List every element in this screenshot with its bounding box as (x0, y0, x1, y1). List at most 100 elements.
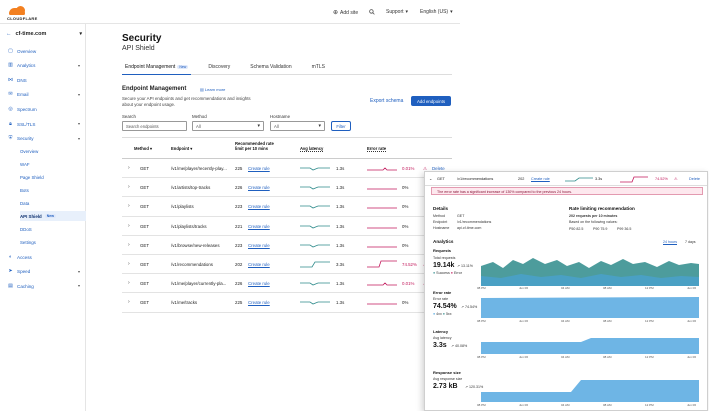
table-row[interactable]: › GET/v1/browse/new-releases 223 Create rul… (122, 236, 452, 255)
sidebar-sub-label: DDoS (20, 226, 32, 232)
chevron-right-icon[interactable]: › (128, 165, 130, 171)
domain-switcher[interactable]: ← cf-time.com ▾ (6, 29, 82, 39)
tab-mtls[interactable]: mTLS (311, 64, 325, 70)
chevron-right-icon[interactable]: › (128, 260, 130, 267)
chevron-right-icon[interactable]: › (128, 241, 130, 248)
export-schema-link[interactable]: Export schema (370, 98, 404, 104)
error-sparkline (367, 260, 397, 268)
sidebar-sub-api-shield[interactable]: API Shield New (20, 211, 86, 222)
create-rule-link[interactable]: Create rule (248, 281, 270, 287)
create-rule-link[interactable]: Create rule (248, 223, 270, 229)
detail-rate: 202 (518, 177, 525, 181)
endpoint-value: /v1/recommendations (457, 220, 492, 224)
create-rule-link[interactable]: Create rule (248, 242, 270, 248)
table-row[interactable]: › GET/v1/me/tracks 225 Create rule 1.3s 0% (122, 293, 452, 313)
sidebar-sub-bots[interactable]: Bots (20, 185, 86, 195)
table-row[interactable]: › GET/v1/me/player/recently-play... 225 Cre… (122, 159, 452, 179)
latency-sparkline (300, 205, 330, 209)
x-tick-label: 12 PM (645, 403, 654, 407)
sidebar-sub-page-shield[interactable]: Page Shield (20, 172, 86, 182)
x-tick-label: 08 AM (603, 403, 612, 407)
latency-value: 3.3s (433, 342, 447, 349)
page-title: Security (122, 33, 162, 44)
row-endpoint: /v1/playlists (171, 204, 194, 210)
chevron-right-icon[interactable]: › (128, 280, 130, 287)
sidebar-item-speed[interactable]: ➤ Speed ▾ (8, 267, 84, 277)
sidebar-item-analytics[interactable]: ▥ Analytics ▾ (8, 61, 84, 71)
language-menu[interactable]: English (US) ▾ (420, 9, 453, 15)
learn-more-link[interactable]: ▤ Learn more (200, 87, 226, 92)
p99-value: P99 36.5 (617, 227, 632, 231)
row-latency: 1.3s (336, 242, 345, 248)
table-row[interactable]: › GET/v1/playlists/tracks 221 Create rule 1.… (122, 217, 452, 236)
sidebar-sub-settings[interactable]: Settings (20, 237, 86, 247)
chevron-right-icon[interactable]: › (128, 299, 130, 306)
chevron-right-icon[interactable]: › (128, 203, 130, 210)
chevron-right-icon[interactable]: › (128, 184, 130, 191)
tab-discovery[interactable]: Discovery (208, 64, 231, 70)
row-rate: 225 (235, 300, 243, 306)
table-row[interactable]: › GET/v1/recommendations 202 Create rule 3.3… (122, 255, 452, 275)
row-rate: 225 (235, 166, 243, 171)
search-icon[interactable] (369, 9, 375, 15)
method-select[interactable]: All ▾ (192, 121, 264, 131)
table-row[interactable]: › GET/v1/me/player/currently-pla... 226 Cre… (122, 274, 452, 294)
sidebar-item-label: Overview (17, 48, 37, 54)
sidebar-item-access[interactable]: ◐ Access (8, 252, 84, 262)
tab-endpoint-management[interactable]: Endpoint Management New (122, 61, 192, 75)
header-method[interactable]: Method ▾ (134, 146, 153, 151)
sidebar-item-spectrum[interactable]: ◎ Spectrum (8, 104, 84, 114)
chevron-right-icon[interactable]: › (128, 222, 130, 229)
sidebar-sub-waf[interactable]: WAF (20, 159, 86, 169)
range-7d-link[interactable]: 7 days (685, 240, 696, 244)
sidebar-item-label: DNS (17, 77, 27, 83)
create-rule-link[interactable]: Create rule (248, 185, 270, 191)
p90-value: P90 75.9 (593, 227, 608, 231)
sidebar-sub-overview[interactable]: Overview (20, 146, 86, 156)
create-rule-link[interactable]: Create rule (531, 177, 550, 181)
sidebar-sub-ddos[interactable]: DDoS (20, 224, 86, 234)
delete-link[interactable]: Delete (689, 177, 700, 181)
total-requests-value: 19.14k (433, 262, 455, 269)
tab-schema-validation[interactable]: Schema Validation (250, 64, 292, 70)
search-endpoints-input[interactable]: Search endpoints (122, 121, 187, 131)
sidebar-sub-data[interactable]: Data (20, 198, 86, 208)
create-rule-link[interactable]: Create rule (248, 261, 270, 267)
row-rate: 223 (235, 204, 243, 210)
create-rule-link[interactable]: Create rule (248, 204, 270, 210)
row-error-rate: 0.01% (402, 281, 415, 287)
error-sparkline (367, 207, 397, 209)
sidebar-item-overview[interactable]: ▢ Overview (8, 46, 84, 56)
hostname-select[interactable]: All ▾ (270, 121, 325, 131)
create-rule-link[interactable]: Create rule (248, 166, 270, 171)
add-endpoints-button[interactable]: Add endpoints (411, 96, 451, 106)
row-method: GET (140, 242, 150, 248)
chevron-down-icon: ▾ (450, 9, 453, 15)
filter-button[interactable]: Filter (331, 121, 351, 131)
table-row[interactable]: › GET/v1/artists/top-tracks 226 Create rule… (122, 178, 452, 198)
error-alert-banner: The error rate has a significant increas… (431, 187, 703, 195)
support-menu[interactable]: Support ▾ (386, 9, 408, 15)
sidebar-item-label: Access (17, 254, 32, 260)
sidebar-item-ssl-tls[interactable]: 🔒︎ SSL/TLS ▾ (8, 119, 84, 129)
add-site-label: Add site (340, 9, 359, 16)
cloudflare-logo[interactable]: CLOUDFLARE (7, 6, 37, 21)
sidebar-item-security[interactable]: ⛨ Security ▾ (8, 134, 84, 144)
sidebar: ← cf-time.com ▾ ▢ Overview ▥ Analytics ▾ ⋈ DNS… (0, 24, 86, 411)
sidebar-item-dns[interactable]: ⋈ DNS (8, 75, 84, 85)
requests-chart (481, 258, 699, 286)
sidebar-item-email[interactable]: ✉ Email ▾ (8, 90, 84, 100)
delete-link[interactable]: Delete (432, 166, 445, 171)
row-rate: 221 (235, 223, 243, 229)
latency-title: Latency (433, 329, 449, 334)
sidebar-sub-label: Bots (20, 187, 29, 193)
header-endpoint[interactable]: Endpoint ▾ (171, 146, 193, 151)
add-site-button[interactable]: ⊕ Add site (333, 9, 359, 17)
table-row[interactable]: › GET/v1/playlists 223 Create rule 1.3s 0% (122, 197, 452, 217)
sidebar-item-caching[interactable]: ▤ Caching ▾ (8, 281, 84, 291)
error-rate-change: ↗ 74.54% (461, 305, 478, 309)
range-24h-link[interactable]: 24 hours (663, 240, 677, 244)
row-method: GET (140, 300, 150, 306)
create-rule-link[interactable]: Create rule (248, 300, 270, 306)
chevron-down-icon[interactable]: ⌄ (429, 177, 433, 181)
